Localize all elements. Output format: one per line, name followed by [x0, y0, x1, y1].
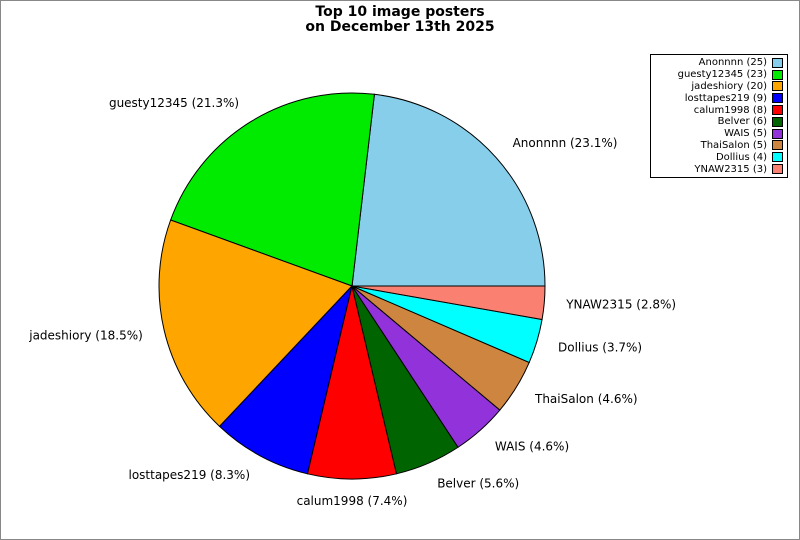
slice-label-WAIS: WAIS (4.6%) — [495, 440, 569, 454]
slice-label-YNAW2315: YNAW2315 (2.8%) — [565, 298, 676, 312]
chart-title: Top 10 image posters on December 13th 20… — [1, 5, 799, 35]
legend-swatch — [772, 93, 783, 104]
legend-item-WAIS: WAIS (5) — [655, 128, 783, 140]
legend-label: Dollius (4) — [715, 151, 767, 163]
legend-swatch — [772, 140, 783, 151]
pie-slice-losttapes219 — [218, 284, 353, 475]
legend-item-calum1998: calum1998 (8) — [655, 104, 783, 116]
legend-label: losttapes219 (9) — [684, 92, 767, 104]
legend-swatch — [772, 116, 783, 127]
legend-label: jadeshiory (20) — [691, 80, 767, 92]
legend-label: ThaiSalon (5) — [700, 139, 767, 151]
legend-label: WAIS (5) — [724, 128, 767, 140]
chart-title-line2: on December 13th 2025 — [305, 19, 495, 35]
legend-item-YNAW2315: YNAW2315 (3) — [655, 163, 783, 175]
legend-swatch — [772, 69, 783, 80]
pie-slice-guesty12345 — [169, 92, 375, 287]
legend-item-guesty12345: guesty12345 (23) — [655, 69, 783, 81]
legend-item-Dollius: Dollius (4) — [655, 151, 783, 163]
slice-label-guesty12345: guesty12345 (21.3%) — [109, 96, 239, 110]
legend-swatch — [772, 164, 783, 175]
slice-label-ThaiSalon: ThaiSalon (4.6%) — [534, 392, 638, 406]
legend-item-losttapes219: losttapes219 (9) — [655, 92, 783, 104]
legend-label: calum1998 (8) — [693, 104, 767, 116]
legend-swatch — [772, 57, 783, 68]
pie-slice-YNAW2315 — [351, 285, 546, 321]
legend-label: Anonnnn (25) — [698, 57, 767, 69]
slice-label-Anonnnn: Anonnnn (23.1%) — [513, 136, 618, 150]
legend-label: YNAW2315 (3) — [694, 163, 767, 175]
legend: Anonnnn (25) guesty12345 (23) jadeshiory (… — [650, 54, 788, 178]
slice-label-Dollius: Dollius (3.7%) — [558, 341, 642, 355]
slice-label-jadeshiory: jadeshiory (18.5%) — [28, 329, 143, 343]
legend-label: guesty12345 (23) — [677, 69, 767, 81]
legend-item-jadeshiory: jadeshiory (20) — [655, 81, 783, 93]
legend-swatch — [772, 128, 783, 139]
slice-label-Belver: Belver (5.6%) — [437, 476, 519, 490]
pie-slice-Anonnnn — [351, 93, 546, 287]
legend-swatch — [772, 152, 783, 163]
chart-title-line1: Top 10 image posters — [315, 4, 485, 20]
legend-swatch — [772, 105, 783, 116]
legend-item-ThaiSalon: ThaiSalon (5) — [655, 140, 783, 152]
pie-slice-jadeshiory — [158, 219, 353, 428]
slice-label-calum1998: calum1998 (7.4%) — [297, 494, 408, 508]
legend-label: Belver (6) — [717, 116, 767, 128]
legend-item-Anonnnn: Anonnnn (25) — [655, 57, 783, 69]
legend-item-Belver: Belver (6) — [655, 116, 783, 128]
legend-swatch — [772, 81, 783, 92]
slice-label-losttapes219: losttapes219 (8.3%) — [128, 468, 250, 482]
